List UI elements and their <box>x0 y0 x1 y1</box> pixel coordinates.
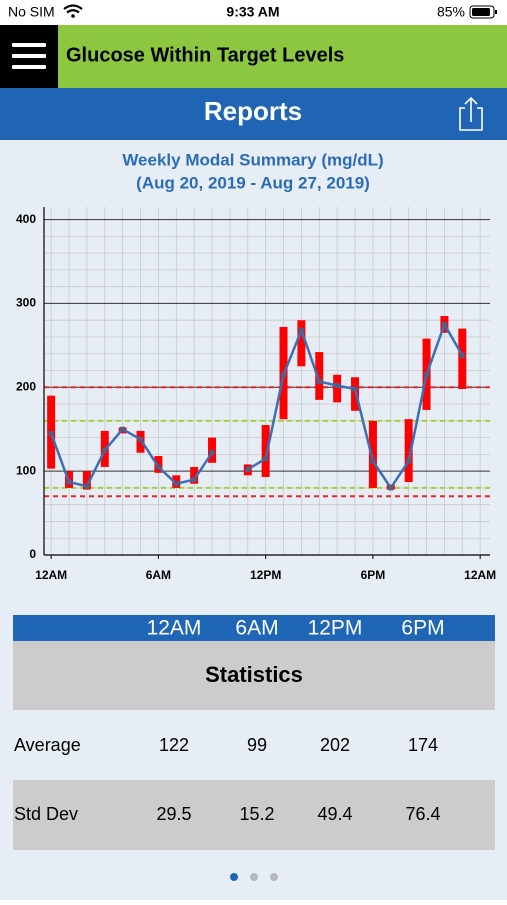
median-marker <box>298 327 304 333</box>
table-cell: 76.4 <box>405 804 440 824</box>
median-marker <box>138 436 144 442</box>
column-header: 12PM <box>308 617 363 640</box>
median-marker <box>66 479 72 485</box>
median-marker <box>155 464 161 470</box>
median-marker <box>191 477 197 483</box>
range-bar <box>190 466 199 484</box>
table-cell: 15.2 <box>239 804 274 824</box>
row-label: Std Dev <box>14 804 78 824</box>
app-header <box>0 25 507 88</box>
median-marker <box>406 458 412 464</box>
table-title-row <box>13 641 495 710</box>
share-button[interactable] <box>459 96 483 131</box>
median-marker <box>281 372 287 378</box>
median-marker <box>459 352 465 358</box>
range-bar <box>333 374 342 403</box>
median-marker <box>334 383 340 389</box>
x-tick-label: 12PM <box>250 568 281 582</box>
chart-subtitle: (Aug 20, 2019 - Aug 27, 2019) <box>136 173 370 192</box>
nav-title: Reports <box>204 96 302 126</box>
median-marker <box>388 485 394 491</box>
column-header: 6AM <box>235 617 278 640</box>
median-marker <box>173 481 179 487</box>
table-cell: 122 <box>159 735 189 755</box>
x-tick-label: 12AM <box>35 568 67 582</box>
median-marker <box>209 450 215 456</box>
table-cell: 49.4 <box>317 804 352 824</box>
y-tick-label: 100 <box>16 463 36 477</box>
range-bar <box>136 430 145 453</box>
range-bar <box>154 456 163 473</box>
median-marker <box>352 386 358 392</box>
table-title: Statistics <box>205 662 303 687</box>
range-bar <box>297 320 306 367</box>
median-marker <box>441 321 447 327</box>
x-tick-label: 6AM <box>146 568 171 582</box>
chart: 0 100 200 300 400 12AM 6AM 12PM 6PM 12AM <box>16 207 496 582</box>
range-bar <box>368 420 377 488</box>
nav-bar <box>0 88 507 140</box>
y-tick-label: 400 <box>16 212 36 226</box>
table-row-bg <box>13 780 495 850</box>
median-marker <box>84 483 90 489</box>
table-header <box>13 615 495 641</box>
row-label: Average <box>14 735 81 755</box>
menu-icon <box>12 43 46 69</box>
y-tick-label: 200 <box>16 379 36 393</box>
table-cell: 29.5 <box>156 804 191 824</box>
median-marker <box>102 447 108 453</box>
median-marker <box>263 456 269 462</box>
chart-title: Weekly Modal Summary (mg/dL) <box>122 150 383 169</box>
page-indicator <box>230 873 278 881</box>
median-marker <box>120 426 126 432</box>
range-bar <box>315 352 324 400</box>
y-tick-label: 0 <box>29 547 36 561</box>
table-cell: 99 <box>247 735 267 755</box>
range-bar <box>261 425 270 478</box>
median-marker <box>316 378 322 384</box>
table-cell: 174 <box>408 735 438 755</box>
median-marker <box>245 466 251 472</box>
column-header: 6PM <box>401 617 444 640</box>
status-bar <box>0 0 507 25</box>
range-bar <box>82 471 91 490</box>
range-bar <box>208 437 217 463</box>
battery-level: 85% <box>437 4 465 20</box>
median-marker <box>424 372 430 378</box>
range-bar <box>404 419 413 483</box>
statistics-table: Statistics 12AM 6AM 12PM 6PM Average 122 99 202… <box>13 615 495 850</box>
median-marker <box>370 458 376 464</box>
range-bar <box>458 328 467 389</box>
battery-icon <box>469 5 497 19</box>
app-title: Glucose Within Target Levels <box>66 44 344 66</box>
median-marker <box>48 430 54 436</box>
column-header: 12AM <box>147 617 202 640</box>
x-tick-label: 6PM <box>361 568 386 582</box>
y-tick-label: 300 <box>16 296 36 310</box>
clock: 9:33 AM <box>226 4 279 20</box>
table-cell: 202 <box>320 735 350 755</box>
x-tick-label: 12AM <box>464 568 496 582</box>
carrier: No SIM <box>8 4 55 20</box>
wifi-icon <box>63 4 83 18</box>
